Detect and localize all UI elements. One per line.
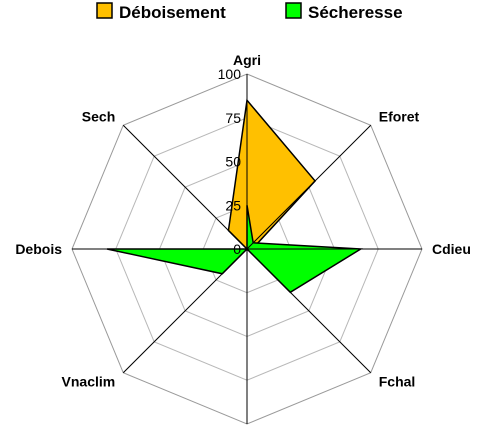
spoke-7 [122, 124, 248, 250]
tick-label-25: 25 [225, 197, 241, 213]
axis-label-fchal: Fchal [379, 374, 416, 390]
legend-swatch-1 [285, 2, 302, 19]
legend-label-1: Sécheresse [308, 3, 403, 22]
axis-label-agri: Agri [233, 52, 261, 68]
tick-label-50: 50 [225, 154, 241, 170]
legend-label-0: Déboisement [119, 3, 226, 22]
axis-label-vnaclim: Vnaclim [62, 374, 116, 390]
legend-swatch-0 [96, 2, 113, 19]
spoke-5 [122, 248, 248, 374]
tick-label-100: 100 [218, 66, 242, 82]
spoke-1 [246, 124, 372, 250]
axis-label-debois: Debois [15, 241, 62, 257]
tick-label-75: 75 [225, 110, 241, 126]
tick-labels: 0 25 50 75 100 [218, 66, 242, 257]
radar-spokes [72, 74, 422, 424]
axis-label-eforet: Eforet [379, 108, 420, 124]
tick-label-0: 0 [233, 241, 241, 257]
axis-label-cdieu: Cdieu [432, 241, 471, 257]
spoke-3 [246, 248, 372, 374]
legend: Déboisement Sécheresse [96, 2, 403, 22]
axis-label-sech: Sech [82, 108, 115, 124]
axis-labels: Agri Eforet Cdieu Fchal Vnaclim Debois Sech [15, 52, 471, 390]
series-0-polygon [227, 98, 317, 250]
